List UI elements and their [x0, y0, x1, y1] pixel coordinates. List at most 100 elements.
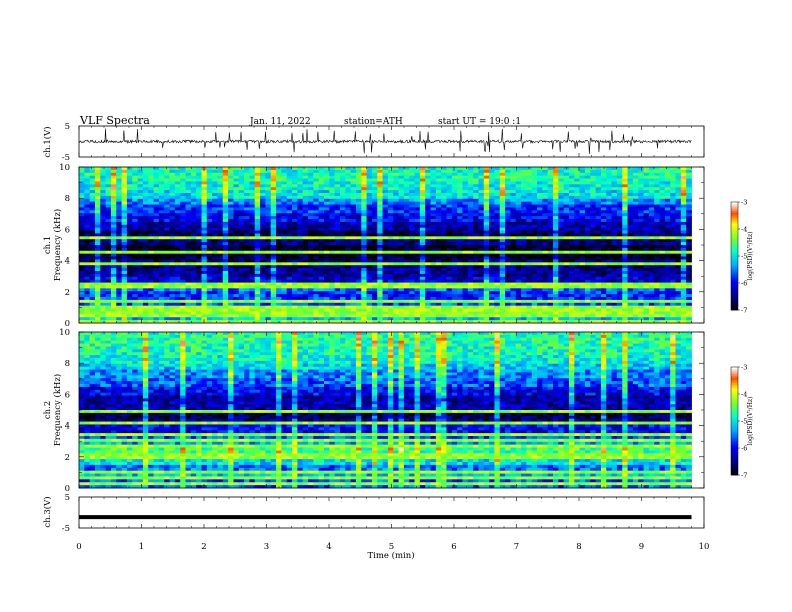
spectrogram-cell: [462, 282, 469, 286]
spectrogram-cell: [451, 181, 458, 185]
spectrogram-cell: [292, 317, 298, 321]
spectrogram-cell: [361, 172, 368, 177]
spectrogram-cell: [403, 256, 410, 260]
spectrogram-cell: [308, 271, 314, 275]
spectrogram-cell: [201, 216, 208, 220]
spectrogram-cell: [425, 282, 431, 286]
spectrogram-cell: [276, 305, 282, 309]
spectrogram-cell: [313, 169, 320, 174]
spectrogram-cell: [79, 187, 85, 191]
spectrogram-cell: [377, 224, 383, 229]
spectrogram-cell: [515, 227, 522, 231]
spectrogram-cell: [308, 268, 314, 272]
spectrogram-cell: [100, 213, 107, 217]
spectrogram-cell: [222, 181, 229, 185]
spectrogram-cell: [79, 279, 85, 283]
spectrogram-cell: [254, 201, 261, 205]
spectrogram-cell: [505, 169, 511, 174]
spectrogram-cell: [382, 253, 389, 257]
spectrogram-cell: [510, 190, 517, 194]
spectrogram-cell: [462, 230, 469, 234]
spectrogram-cell: [110, 247, 117, 252]
spectrogram-cell: [153, 181, 160, 185]
spectrogram-cell: [265, 259, 272, 263]
spectrogram-cell: [531, 213, 538, 217]
spectrogram-cell: [393, 273, 399, 278]
spectrogram-cell: [387, 291, 394, 295]
spectrogram-cell: [233, 207, 240, 211]
spectrogram-cell: [537, 297, 543, 301]
spectrogram-cell: [345, 268, 352, 272]
spectrogram-cell: [174, 213, 181, 217]
spectrogram-cell: [403, 294, 410, 298]
spectrogram-cell: [201, 256, 208, 260]
spectrogram-cell: [79, 273, 85, 278]
spectrogram-cell: [467, 216, 474, 220]
spectrogram-cell: [505, 291, 511, 295]
spectrogram-cell: [403, 291, 410, 295]
spectrogram-cell: [457, 213, 463, 217]
spectrogram-cell: [196, 271, 202, 275]
spectrogram-cell: [297, 201, 304, 205]
spectrogram-cell: [441, 190, 447, 194]
spectrogram-cell: [531, 181, 538, 185]
spectrogram-cell: [462, 213, 469, 217]
spectrogram-cell: [126, 273, 133, 278]
spectrogram-cell: [377, 308, 383, 312]
spectrogram-cell: [425, 294, 431, 298]
spectrogram-cell: [387, 216, 394, 220]
spectrogram-cell: [276, 198, 282, 203]
spectrogram-cell: [451, 198, 458, 203]
spectrogram-cell: [206, 253, 213, 257]
spectrogram-cell: [558, 219, 565, 223]
spectrogram-cell: [153, 253, 160, 257]
spectrogram-cell: [382, 245, 389, 249]
spectrogram-cell: [542, 239, 549, 243]
spectrogram-cell: [371, 210, 378, 214]
spectrogram-cell: [116, 195, 123, 200]
spectrogram-cell: [105, 256, 112, 260]
spectrogram-cell: [132, 184, 138, 188]
spectrogram-cell: [350, 242, 357, 246]
spectrogram-cell: [499, 320, 506, 324]
spectrogram-cell: [393, 219, 399, 223]
spectrogram-cell: [206, 207, 213, 211]
spectrogram-cell: [174, 242, 181, 246]
spectrogram-cell: [212, 224, 218, 229]
spectrogram-cell: [510, 181, 517, 185]
spectrogram-cell: [441, 210, 447, 214]
spectrogram-cell: [473, 271, 479, 275]
spectrogram-cell: [558, 213, 565, 217]
spectrogram-cell: [281, 250, 288, 255]
spectrogram-cell: [467, 268, 474, 272]
spectrogram-cell: [100, 172, 107, 177]
spectrogram-cell: [260, 187, 266, 191]
spectrogram-cell: [286, 213, 293, 217]
spectrogram-cell: [441, 308, 447, 312]
spectrogram-cell: [260, 219, 266, 223]
spectrogram-cell: [94, 273, 101, 278]
spectrogram-cell: [276, 259, 282, 263]
spectrogram-cell: [446, 169, 453, 174]
spectrogram-cell: [526, 204, 533, 208]
spectrogram-cell: [441, 242, 447, 246]
spectrogram-cell: [116, 320, 123, 324]
spectrogram-cell: [158, 210, 165, 214]
spectrogram-cell: [244, 213, 250, 217]
spectrogram-cell: [366, 256, 373, 260]
spectrogram-cell: [403, 178, 410, 182]
spectrogram-cell: [334, 273, 341, 278]
spectrogram-cell: [297, 299, 304, 304]
spectrogram-cell: [542, 288, 549, 292]
spectrogram-cell: [537, 230, 543, 234]
spectrogram-cell: [158, 236, 165, 240]
spectrogram-cell: [265, 297, 272, 301]
spectrogram-cell: [345, 181, 352, 185]
spectrogram-cell: [467, 210, 474, 214]
spectrogram-cell: [398, 262, 405, 266]
spectrogram-cell: [339, 236, 346, 240]
spectrogram-cell: [254, 311, 261, 315]
spectrogram-cell: [489, 305, 495, 309]
spectrogram-cell: [292, 219, 298, 223]
spectrogram-cell: [222, 239, 229, 243]
